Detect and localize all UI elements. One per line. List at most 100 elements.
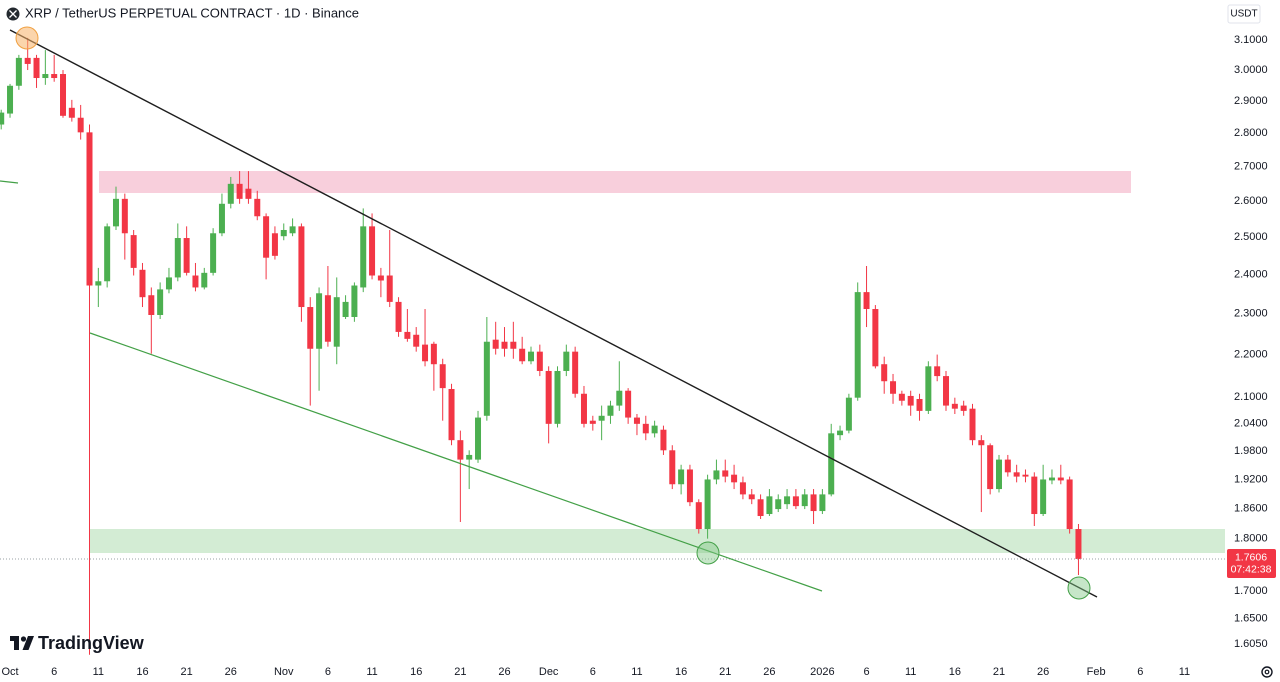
trend-line	[9, 29, 1098, 598]
chart-title: XRP / TetherUS PERPETUAL CONTRACT · 1D ·…	[25, 5, 359, 20]
candle-body	[925, 366, 932, 411]
candle-body	[1004, 459, 1011, 473]
candle-body	[528, 351, 534, 362]
countdown: 07:42:38	[1231, 564, 1272, 576]
candle-body	[792, 496, 799, 507]
brand-logo: TradingView	[10, 633, 145, 653]
candle-body	[60, 74, 67, 116]
channel-line	[89, 332, 823, 592]
candle-body	[819, 494, 826, 512]
candle-body	[351, 285, 358, 317]
candle-body	[907, 395, 914, 406]
gear-ring[interactable]	[1261, 666, 1273, 678]
candle-body	[457, 440, 464, 460]
candle-body	[704, 479, 711, 530]
candle-body	[633, 417, 640, 424]
candle-body	[201, 272, 208, 288]
x-tick-label: 6	[51, 666, 57, 678]
candle-body	[7, 85, 14, 114]
marker-circle	[696, 541, 720, 565]
candle-body	[872, 309, 879, 367]
candle-body	[845, 397, 852, 431]
candle-body	[934, 366, 941, 377]
settings-icon[interactable]	[1261, 666, 1273, 678]
candle-body	[978, 440, 985, 446]
candle-body	[245, 188, 252, 199]
candle-body	[828, 433, 835, 495]
candle-body	[731, 474, 738, 483]
candle-body	[1066, 479, 1073, 530]
candle-body	[854, 292, 861, 398]
resistance-zone	[99, 171, 1131, 193]
y-tick-label: 2.6000	[1234, 195, 1268, 207]
candle-body	[271, 233, 278, 256]
last-price: 1.7606 07:42:38	[1227, 548, 1276, 578]
y-tick-label: 1.8600	[1234, 502, 1268, 514]
x-tick-label: 11	[366, 666, 377, 678]
candle-body	[95, 281, 102, 286]
candle-body	[404, 331, 411, 339]
y-tick-label: 3.1000	[1234, 34, 1268, 46]
y-tick-label: 1.7000	[1234, 585, 1268, 597]
candle-body	[68, 107, 75, 118]
candle-body	[784, 496, 791, 505]
currency-box[interactable]	[1227, 4, 1261, 24]
candle-body	[572, 351, 579, 394]
candle-body	[307, 307, 314, 349]
last-price-label: 1.7606	[1235, 552, 1267, 564]
candle-body	[616, 390, 623, 406]
candle-body	[77, 117, 84, 133]
y-tick-label: 2.1000	[1234, 391, 1268, 403]
candle-body	[342, 301, 349, 317]
candle-body	[42, 74, 49, 79]
candle-body	[987, 445, 994, 490]
y-tick-label: 2.2000	[1234, 348, 1268, 360]
brand-name: TradingView	[38, 633, 145, 653]
candle-body	[386, 275, 393, 302]
candle-body	[466, 454, 473, 460]
y-tick-label: 2.8000	[1234, 127, 1268, 139]
x-tick-label: 6	[1137, 666, 1143, 678]
y-tick-label: 1.6500	[1234, 612, 1268, 624]
candle-body	[448, 388, 455, 441]
candle-body	[174, 238, 181, 278]
candle-body	[625, 390, 632, 418]
candle-body	[863, 292, 870, 310]
candle-body	[210, 233, 217, 273]
candle-body	[810, 494, 817, 512]
candle-body	[722, 470, 729, 477]
x-tick-label: 16	[410, 666, 422, 678]
header: XRP / TetherUS PERPETUAL CONTRACT · 1D ·…	[6, 5, 359, 21]
candle-body	[139, 269, 146, 298]
candle-body	[369, 226, 376, 276]
marker-circle	[1067, 576, 1091, 600]
candle-body	[669, 450, 676, 485]
candle-body	[960, 405, 967, 411]
candle-body	[289, 226, 296, 234]
candle-body	[377, 275, 384, 281]
x-tick-label: 21	[719, 666, 731, 678]
currency-label[interactable]: USDT	[1230, 9, 1257, 20]
candle-body	[104, 226, 111, 282]
candle-body	[545, 370, 552, 424]
symbol-icon-mark	[9, 10, 17, 18]
candle-body	[263, 216, 270, 258]
candle-body	[280, 229, 287, 237]
candle-body	[837, 430, 844, 436]
gear-hub[interactable]	[1264, 669, 1270, 675]
candle-body	[757, 499, 764, 517]
candle-body	[943, 376, 950, 406]
y-tick-label: 3.0000	[1234, 64, 1268, 76]
candle-body	[475, 417, 482, 460]
candle-body	[492, 339, 499, 349]
y-tick-label: 1.9800	[1234, 445, 1268, 457]
x-tick-label: 26	[763, 666, 775, 678]
y-axis: 3.1000 3.0000 2.9000 2.8000 2.7000 2.6000 2.50…	[1234, 34, 1268, 650]
candle-body	[766, 496, 773, 515]
x-tick-label: 21	[181, 666, 193, 678]
x-tick-label: 26	[225, 666, 237, 678]
candle-body	[1022, 474, 1029, 477]
x-axis: Oct 6 11 16 21 26 Nov 6 11 16 21 26 Dec 6 11 16 21 26 2026…	[1, 666, 1190, 678]
x-tick-label: 16	[949, 666, 961, 678]
candle-body	[501, 341, 508, 349]
